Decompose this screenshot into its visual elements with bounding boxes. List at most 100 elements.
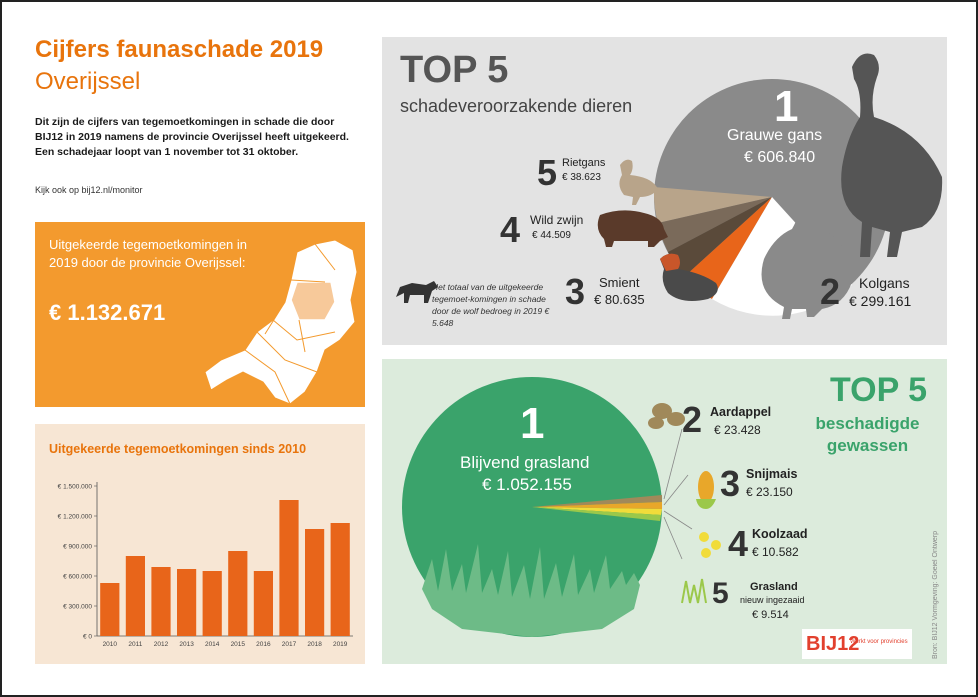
animals-heading: TOP 5	[400, 49, 509, 91]
wild-zwijn-slice	[658, 197, 772, 252]
koolzaad-slice	[532, 507, 662, 515]
animal-value-4: € 44.509	[532, 230, 571, 241]
x-tick-label: 2016	[256, 641, 271, 648]
bar-chart-panel: Uitgekeerde tegemoetkomingen sinds 2010 …	[35, 424, 365, 664]
snijmais-icon	[698, 471, 714, 503]
wild-zwijn-icon	[597, 210, 668, 247]
leader-line	[663, 474, 689, 506]
animal-value-2: € 299.161	[849, 293, 912, 309]
province-total-label: Uitgekeerde tegemoetkomingen in 2019 doo…	[49, 237, 248, 270]
monitor-link[interactable]: Kijk ook op bij12.nl/monitor	[35, 185, 143, 195]
crop-value-3: € 23.150	[746, 485, 793, 499]
animal-name-3: Smient	[599, 275, 640, 290]
crop-value-4: € 10.582	[752, 545, 799, 559]
page-subtitle: Overijssel	[35, 68, 141, 95]
x-tick-label: 2014	[205, 641, 220, 648]
kolgans-icon	[761, 175, 852, 319]
netherlands-map-icon	[204, 239, 358, 405]
animal-rank-5: 5	[537, 152, 558, 193]
bar-2015	[228, 551, 248, 636]
koolzaad-icon-2	[711, 540, 721, 550]
bij12-logo[interactable]: BIJ12 Werkt voor provincies	[802, 629, 912, 659]
wild-zwijn-slice-dark	[668, 197, 772, 277]
nieuw-grasland-icon	[681, 578, 707, 604]
bar-2019	[330, 523, 350, 636]
aardappel-slice	[532, 495, 663, 507]
y-tick-label: € 0	[83, 634, 92, 641]
crop-name-3: Snijmais	[746, 467, 798, 481]
crops-heading: TOP 5	[830, 371, 928, 409]
wolf-icon	[396, 281, 438, 303]
crop-name-2: Aardappel	[710, 405, 772, 419]
province-total-amount: € 1.132.671	[49, 300, 166, 325]
y-tick-label: € 900.000	[63, 544, 92, 551]
province-total-box: Uitgekeerde tegemoetkomingen in 2019 doo…	[35, 222, 365, 407]
crop-rank-1: 1	[520, 399, 545, 448]
x-tick-label: 2011	[128, 641, 142, 648]
y-tick-label: € 600.000	[63, 574, 92, 581]
animal-rank-2: 2	[820, 271, 841, 312]
animal-value-5: € 38.623	[562, 172, 601, 183]
animal-name-5: Rietgans	[562, 157, 606, 169]
chart-title: Uitgekeerde tegemoetkomingen sinds 2010	[49, 442, 307, 456]
grass-icon	[422, 544, 640, 637]
leader-line	[663, 516, 683, 560]
animal-name-2: Kolgans	[859, 275, 910, 291]
crop-name-5: Grasland	[750, 581, 798, 593]
bar-2013	[177, 569, 197, 636]
crops-subheading: beschadigde gewassen	[815, 414, 920, 455]
crop-sub-5: nieuw ingezaaid	[740, 595, 805, 605]
page-title: Cijfers faunaschade 2019	[35, 36, 324, 63]
y-tick-label: € 1.500.000	[58, 484, 93, 491]
grauwe-gans-icon	[841, 53, 943, 257]
credit-text: Bron: BIJ12 Vormgeving: Goeiel Ontwerp	[932, 530, 939, 659]
top5-animals-panel: TOP 5 schadeveroorzakende dieren 1 Grauw…	[382, 37, 947, 345]
animals-pie-chart	[396, 53, 943, 319]
koolzaad-icon-3	[701, 548, 711, 558]
aardappel-icon-3	[648, 417, 664, 429]
bar-chart: € 0 € 300.000 € 600.000 € 900.000 € 1.200.00…	[58, 482, 353, 648]
leader-line	[663, 428, 683, 500]
crop-value-5: € 9.514	[752, 609, 789, 621]
snijmais-slice	[532, 502, 663, 509]
bar-2012	[151, 567, 171, 636]
bar-2017	[279, 500, 299, 636]
nieuw-grasland-slice	[532, 507, 661, 521]
animal-value-3: € 80.635	[594, 292, 645, 307]
animal-rank-3: 3	[565, 271, 586, 312]
intro-text: Dit zijn de cijfers van tegemoetkomingen…	[35, 116, 349, 158]
animal-name-4: Wild zwijn	[530, 213, 584, 227]
crop-rank-3: 3	[720, 463, 741, 504]
crops-pie-chart	[402, 377, 721, 637]
x-tick-label: 2013	[179, 641, 194, 648]
crop-rank-4: 4	[728, 523, 749, 564]
smient-head	[660, 253, 680, 271]
crop-value-1: € 1.052.155	[482, 475, 572, 494]
bar-2018	[305, 529, 325, 636]
bar-2016	[253, 571, 273, 636]
crop-rank-5: 5	[712, 577, 729, 610]
x-tick-label: 2012	[154, 641, 169, 648]
x-tick-label: 2010	[103, 641, 118, 648]
animal-rank-1: 1	[774, 82, 799, 131]
animal-rank-4: 4	[500, 209, 521, 250]
logo-text: BIJ12	[806, 633, 860, 655]
wolf-note: Het totaal van de uitgekeerde tegemoet-k…	[432, 282, 550, 328]
crop-value-2: € 23.428	[714, 423, 761, 437]
x-tick-label: 2018	[307, 641, 322, 648]
leader-line	[663, 510, 693, 530]
crop-name-4: Koolzaad	[752, 527, 808, 541]
crop-rank-2: 2	[682, 399, 703, 440]
y-tick-label: € 300.000	[63, 604, 92, 611]
bar-2014	[202, 571, 222, 636]
bar-2011	[125, 556, 145, 636]
crop-name-1: Blijvend grasland	[460, 453, 590, 472]
animal-name-1: Grauwe gans	[727, 127, 823, 144]
koolzaad-icon	[699, 532, 709, 542]
x-tick-label: 2019	[333, 641, 348, 648]
animals-subheading: schadeveroorzakende dieren	[400, 96, 633, 116]
smient-slice	[684, 197, 772, 299]
snijmais-leaf	[696, 499, 716, 509]
aardappel-icon-2	[667, 412, 685, 426]
